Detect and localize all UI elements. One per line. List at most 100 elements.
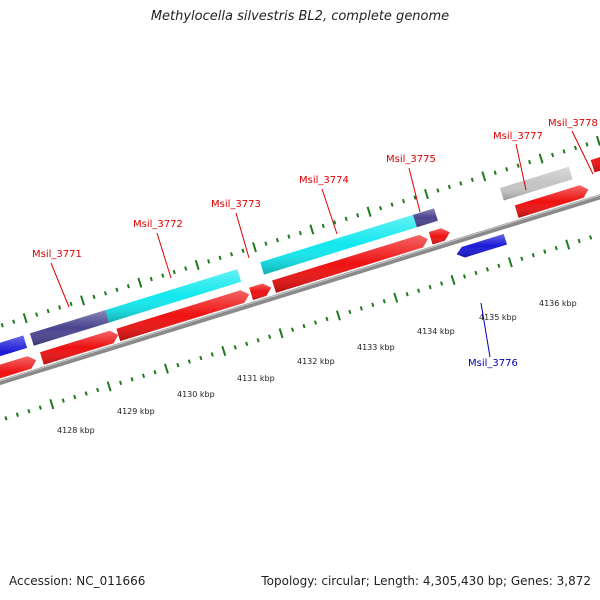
minor-tick <box>356 213 360 218</box>
minor-tick <box>577 238 581 244</box>
minor-tick <box>241 248 245 253</box>
minor-tick <box>390 202 394 207</box>
minor-tick <box>207 259 211 264</box>
minor-tick <box>497 263 501 269</box>
minor-tick <box>4 416 8 421</box>
kbp-label: 4128 kbp <box>57 426 95 435</box>
minor-tick <box>428 284 432 290</box>
major-tick <box>538 153 544 164</box>
minor-tick <box>38 405 42 410</box>
minor-tick <box>264 241 268 246</box>
feature-purple-shade <box>413 208 438 228</box>
minor-tick <box>462 274 467 279</box>
gene-label: Msil_3777 <box>493 131 543 142</box>
gene-label: Msil_3775 <box>386 154 436 165</box>
major-tick <box>221 345 227 357</box>
minor-tick <box>84 391 88 396</box>
minor-tick <box>69 301 73 307</box>
minor-tick <box>130 377 134 382</box>
lower-tick-track <box>4 235 593 421</box>
gene-leader-line <box>408 167 421 213</box>
minor-tick <box>268 334 272 339</box>
major-tick <box>595 135 600 146</box>
major-tick <box>393 292 399 303</box>
minor-tick <box>245 341 249 347</box>
feature-gray-shade <box>500 166 573 201</box>
minor-tick <box>298 230 302 236</box>
cds-forward-shade <box>428 228 450 245</box>
minor-tick <box>119 380 123 386</box>
backbone-highlight <box>0 194 600 382</box>
gene-label: Msil_3773 <box>211 199 261 210</box>
minor-tick <box>447 184 451 190</box>
minor-tick <box>302 323 306 329</box>
minor-tick <box>141 373 146 378</box>
minor-tick <box>27 409 31 414</box>
major-tick <box>366 206 372 217</box>
major-tick <box>22 313 28 324</box>
minor-tick <box>103 291 108 296</box>
cds-reverse-shade <box>0 335 28 357</box>
minor-tick <box>115 287 119 292</box>
cds-forward-shade <box>116 290 250 342</box>
feature-red-shade <box>590 157 600 173</box>
minor-tick <box>291 327 295 332</box>
major-tick <box>137 277 143 288</box>
minor-tick <box>379 206 383 211</box>
gene-leader-line <box>235 212 250 259</box>
minor-tick <box>287 234 291 239</box>
feature-cyan-shade <box>105 269 242 323</box>
minor-tick <box>436 188 440 193</box>
kbp-label: 4132 kbp <box>297 357 335 366</box>
minor-tick <box>184 266 188 271</box>
major-tick <box>565 239 571 250</box>
minor-tick <box>348 309 352 315</box>
minor-tick <box>233 345 237 350</box>
minor-tick <box>344 216 348 222</box>
minor-tick <box>176 362 180 368</box>
minor-tick <box>413 195 417 200</box>
major-tick <box>194 259 200 271</box>
minor-tick <box>92 294 96 300</box>
major-tick <box>278 328 284 339</box>
kbp-label: 4131 kbp <box>237 374 275 383</box>
minor-tick <box>199 355 203 361</box>
minor-tick <box>172 269 176 275</box>
cds-forward-shade <box>272 235 428 293</box>
major-tick <box>507 257 513 268</box>
minor-tick <box>440 281 444 286</box>
major-tick <box>481 171 487 182</box>
minor-tick <box>313 320 318 325</box>
gene-leader-line <box>50 262 70 308</box>
minor-tick <box>485 267 489 272</box>
backbone-line <box>0 194 600 386</box>
minor-tick <box>531 252 535 258</box>
genome-backbone <box>0 194 600 386</box>
minor-tick <box>275 237 279 243</box>
major-tick <box>335 310 341 321</box>
minor-tick <box>333 220 337 225</box>
upper-tick-track <box>0 135 600 328</box>
minor-tick <box>470 177 474 183</box>
minor-tick <box>459 181 463 186</box>
minor-tick <box>585 142 589 147</box>
minor-tick <box>149 276 153 282</box>
minor-tick <box>0 323 4 328</box>
minor-tick <box>493 170 497 175</box>
cds-forward-shade <box>0 356 37 379</box>
minor-tick <box>61 398 65 403</box>
kbp-labels: 4128 kbp 4129 kbp 4130 kbp 4131 kbp 4132 kbp… <box>57 299 577 435</box>
gene-label: Msil_3772 <box>133 219 183 230</box>
minor-tick <box>15 412 19 417</box>
cds-reverse-shade <box>456 234 507 258</box>
minor-tick <box>474 270 478 276</box>
kbp-label: 4130 kbp <box>177 390 215 399</box>
gene-label: Msil_3771 <box>32 249 82 260</box>
minor-tick <box>401 198 406 204</box>
minor-tick <box>505 166 509 172</box>
gene-leader-line <box>515 143 527 191</box>
minor-tick <box>187 359 191 364</box>
minor-tick <box>58 305 62 310</box>
kbp-label: 4134 kbp <box>417 327 455 336</box>
minor-tick <box>520 256 524 261</box>
